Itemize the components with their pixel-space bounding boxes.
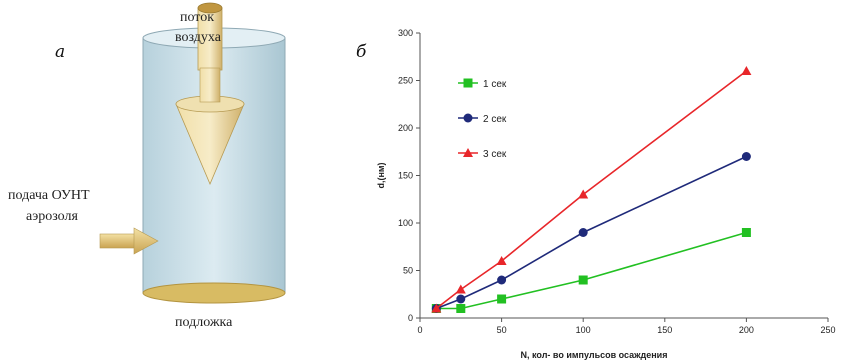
- series-3-point: [496, 256, 507, 265]
- series-3-point: [578, 189, 589, 199]
- legend-label: 2 сек: [483, 114, 507, 125]
- airflow-inlet-top: [197, 2, 223, 14]
- y-tick-label: 50: [403, 266, 413, 276]
- legend-label: 3 сек: [483, 149, 507, 160]
- series-line-1: [436, 231, 747, 310]
- series-2-point: [456, 294, 466, 304]
- aerosol-arrow-icon: [133, 227, 159, 255]
- series-3-point: [455, 284, 466, 294]
- series-2-point: [497, 275, 507, 285]
- series-line-3: [435, 70, 747, 310]
- y-tick-label: 100: [398, 218, 413, 228]
- y-tick-label: 250: [398, 76, 413, 86]
- label-feed-line2: аэрозоля: [26, 209, 78, 224]
- label-airflow-line2: воздуха: [175, 30, 222, 45]
- series-2-point: [578, 228, 588, 237]
- label-feed-line1: подача ОУНТ: [8, 188, 90, 203]
- y-tick-label: 0: [408, 313, 413, 323]
- x-tick-label: 150: [657, 325, 672, 335]
- series-1-point: [578, 275, 588, 285]
- y-tick-label: 200: [398, 123, 413, 133]
- series-1-point: [741, 228, 751, 237]
- x-tick-label: 100: [576, 325, 591, 335]
- series-2-point: [741, 152, 751, 161]
- substrate-disc: [142, 282, 286, 304]
- legend-marker: [463, 78, 473, 88]
- panel-letter-b: б: [356, 42, 367, 62]
- legend-marker: [463, 148, 473, 157]
- label-substrate: подложка: [175, 315, 233, 330]
- legend-marker: [463, 113, 473, 123]
- panel-letter-a: а: [55, 42, 66, 62]
- label-airflow-line1: поток: [180, 10, 214, 25]
- y-tick-label: 300: [398, 28, 413, 38]
- airflow-inlet-tube: [197, 7, 223, 71]
- series-3-point: [431, 303, 442, 313]
- legend-label: 1 сек: [483, 79, 507, 90]
- x-tick-label: 250: [820, 325, 835, 335]
- y-tick-label: 150: [398, 171, 413, 181]
- chart-axes: 0 50 100 150 200 250 300 0 50 100 150 200 250: [398, 28, 836, 335]
- x-tick-label: 50: [497, 325, 507, 335]
- series-3-point: [741, 66, 752, 75]
- x-tick-label: 200: [739, 325, 754, 335]
- series-1-point: [497, 294, 507, 304]
- series-line-2: [436, 155, 747, 310]
- airflow-arrow-shaft: [199, 67, 221, 103]
- x-axis-label: N, кол- во импульсов осаждения: [521, 350, 668, 360]
- chart-series: [431, 66, 752, 313]
- series-1-point: [456, 304, 466, 313]
- chart-legend: 1 сек 2 сек 3 сек: [458, 78, 507, 160]
- x-tick-label: 0: [417, 325, 422, 335]
- y-axis-label: d,(нм): [376, 162, 386, 188]
